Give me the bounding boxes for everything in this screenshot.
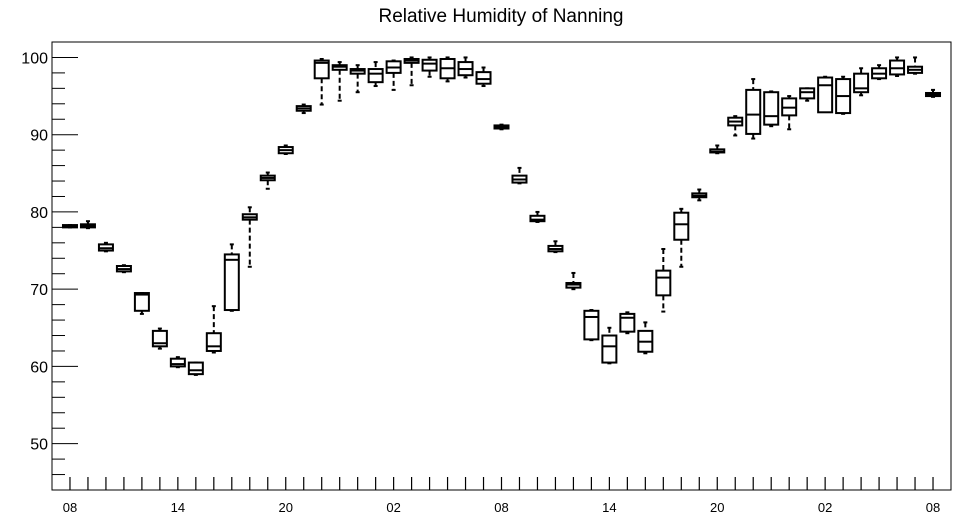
box: [295, 103, 312, 115]
y-tick-label: 100: [21, 50, 48, 67]
box: [349, 64, 366, 94]
x-tick-label: 02: [386, 500, 400, 515]
box-body: [367, 68, 384, 84]
box-plot-series: [61, 56, 942, 376]
box: [115, 264, 132, 274]
plot-frame: [51, 41, 952, 491]
box: [259, 171, 276, 190]
box: [583, 309, 600, 342]
box: [367, 61, 384, 88]
box: [889, 56, 906, 77]
box: [187, 361, 204, 376]
x-tick-label: 08: [494, 500, 508, 515]
x-tick-label: 20: [710, 500, 724, 515]
y-tick-label: 90: [30, 128, 48, 145]
box-body: [655, 269, 672, 297]
box-body: [205, 332, 222, 352]
box: [79, 220, 96, 230]
box: [619, 311, 636, 335]
box: [97, 241, 114, 253]
box-body: [421, 58, 438, 72]
box: [169, 356, 186, 369]
box: [475, 66, 492, 88]
box: [529, 210, 546, 223]
box: [601, 326, 618, 365]
box: [727, 115, 744, 137]
box-body: [475, 71, 492, 85]
x-axis: 08 14 20 02 08 14 20 02 08: [63, 477, 940, 515]
box: [439, 56, 456, 83]
box: [223, 243, 240, 312]
box-body: [313, 59, 330, 80]
x-tick-label: 08: [63, 500, 77, 515]
x-tick-label: 08: [926, 500, 940, 515]
box-body: [817, 76, 834, 114]
box: [313, 57, 330, 106]
y-tick-label: 70: [30, 282, 48, 299]
box: [871, 64, 888, 81]
box-body: [673, 211, 690, 241]
x-tick-label: 02: [818, 500, 832, 515]
box: [709, 144, 726, 155]
box-body: [745, 88, 762, 135]
box: [565, 271, 582, 291]
box: [493, 123, 510, 131]
box: [637, 321, 654, 355]
box: [457, 56, 474, 79]
box-body: [133, 292, 150, 312]
box: [907, 56, 924, 75]
box: [691, 188, 708, 202]
box: [925, 88, 942, 98]
box: [421, 56, 438, 78]
box: [241, 206, 258, 268]
box: [763, 90, 780, 128]
box: [673, 207, 690, 268]
box: [745, 78, 762, 140]
box-body: [169, 357, 186, 368]
box-body: [187, 361, 204, 376]
box: [403, 56, 420, 87]
box: [655, 248, 672, 313]
x-tick-label: 14: [602, 500, 616, 515]
box: [61, 224, 78, 229]
box: [853, 67, 870, 97]
box-body: [799, 87, 816, 100]
box: [331, 61, 348, 102]
box: [835, 75, 852, 115]
box-body: [529, 214, 546, 223]
y-tick-label: 60: [30, 359, 48, 376]
box-body: [619, 312, 636, 333]
box: [385, 59, 402, 91]
y-axis: 50 60 70 80 90 100: [21, 41, 78, 491]
box: [205, 305, 222, 354]
box-body: [853, 72, 870, 94]
box: [133, 292, 150, 315]
box-body: [601, 334, 618, 364]
box: [277, 144, 294, 155]
box-body: [583, 309, 600, 341]
box: [799, 87, 816, 102]
box-body: [763, 91, 780, 126]
box: [781, 95, 798, 131]
box-body: [223, 253, 240, 312]
box: [547, 240, 564, 254]
box: [511, 166, 528, 185]
chart-title: Relative Humidity of Nanning: [378, 6, 623, 27]
x-tick-label: 20: [279, 500, 293, 515]
box: [151, 327, 168, 350]
x-tick-label: 14: [171, 500, 185, 515]
y-tick-label: 50: [30, 437, 48, 454]
box: [817, 75, 834, 114]
y-tick-label: 80: [30, 205, 48, 222]
